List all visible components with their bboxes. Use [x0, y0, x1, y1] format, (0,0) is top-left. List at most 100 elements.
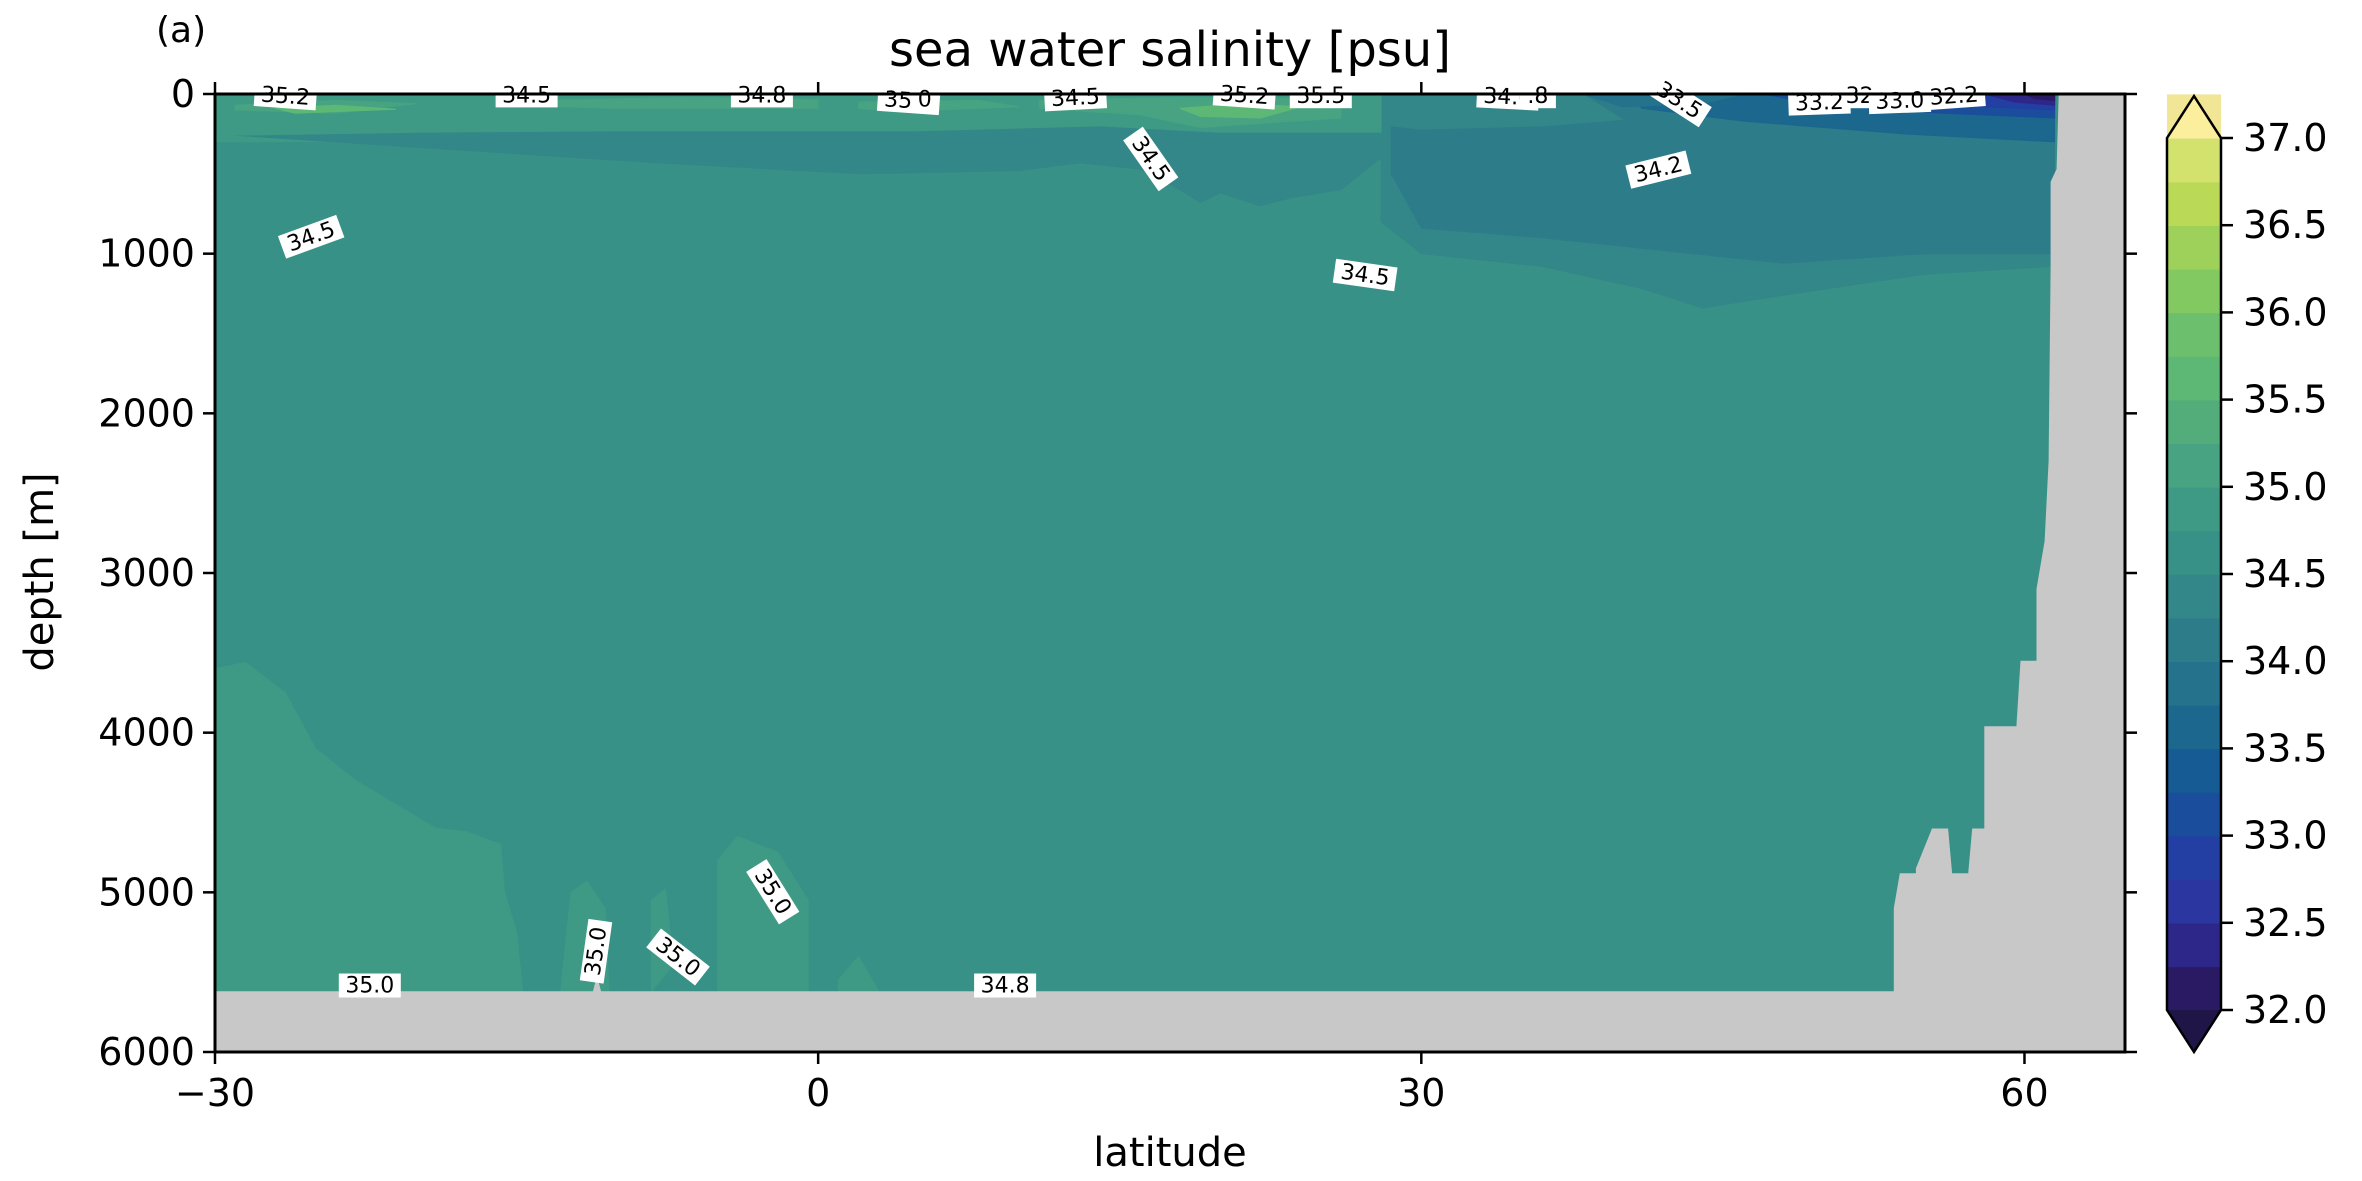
contour-label-bg [1123, 126, 1179, 192]
x-tick-label: −30 [175, 1071, 255, 1115]
salinity-region [1390, 94, 1624, 130]
contour-label-bg [646, 928, 710, 986]
colorbar-segment [2167, 443, 2221, 488]
contour-label-bg [746, 859, 800, 925]
contour-label: 33.2 [1787, 89, 1851, 116]
y-tick-label: 2000 [98, 391, 195, 435]
colorbar-tick-label: 36.0 [2243, 290, 2328, 334]
colorbar-tick-label: 35.5 [2243, 378, 2328, 422]
land-mask [215, 94, 2125, 1052]
contour-label: 34.8 [974, 973, 1037, 999]
salinity-region [215, 661, 524, 992]
x-tick-label: 0 [806, 1071, 830, 1115]
y-tick-label: 0 [171, 72, 195, 116]
contour-label: 34.5 [495, 83, 558, 108]
colorbar-segment [2167, 486, 2221, 532]
colorbar-tick-label: 34.5 [2243, 552, 2328, 596]
colorbar-segment [2167, 312, 2221, 357]
y-tick-label: 4000 [98, 711, 195, 755]
colorbar-segment [2167, 748, 2221, 793]
x-axis-label: latitude [1093, 1130, 1247, 1176]
seafloor-land [215, 94, 2125, 1052]
colorbar-segment [2167, 661, 2221, 706]
contour-label: 0 [913, 87, 937, 112]
contour-label-bg [277, 214, 345, 259]
y-axis-label: depth [m] [17, 472, 63, 672]
colorbar-segment [2167, 225, 2221, 270]
contour-label-bg [1646, 73, 1712, 128]
colorbar-segment [2167, 356, 2221, 401]
contour-label-bg [1787, 89, 1851, 116]
colorbar-segment [2167, 922, 2221, 968]
contour-label-text: 32.2 [1929, 83, 1980, 111]
salinity-field [215, 94, 2125, 1052]
salinity-region [2024, 94, 2056, 101]
colorbar-tick-label: 32.5 [2243, 901, 2328, 945]
colorbar-segment [2167, 138, 2221, 183]
colorbar-segment [2167, 792, 2221, 837]
contour-label-bg [1519, 84, 1556, 109]
contour-label: 34.8 [730, 83, 793, 108]
axes: −30 0 30 60 0 1000 2000 3000 4000 5000 6000 [98, 72, 2137, 1115]
colorbar-tick-label: 37.0 [2243, 116, 2328, 160]
x-tick-label: 30 [1397, 1071, 1445, 1115]
contour-label: 35.5 [1289, 84, 1352, 109]
contour-label-text: 34.5 [502, 83, 551, 108]
contour-label-bg [974, 973, 1037, 998]
contour-label: 34.5 [1043, 84, 1108, 113]
contour-label: 35.2 [253, 82, 318, 111]
contour-label-text: 34.5 [1050, 85, 1100, 113]
contour-label-text: 35.5 [1296, 84, 1345, 109]
y-tick-label: 5000 [98, 870, 195, 914]
contour-labels: 35.2 34.5 34.8 35.20 34.534.535.2 35.5 34.0.8 3… [253, 73, 1986, 999]
contour-label-bg [1289, 84, 1352, 109]
colorbar-segment [2167, 835, 2221, 880]
colorbar-segment [2167, 268, 2221, 314]
colorbar-segment [2167, 704, 2221, 750]
y-tick-label: 6000 [98, 1030, 195, 1074]
contour-label-text: 0 [918, 87, 932, 112]
colorbar-over-tip [2167, 96, 2221, 138]
x-tick-label: 60 [2000, 1071, 2048, 1115]
contour-label-text: 35.2 [1219, 82, 1270, 110]
contour-label: 33.0 [1868, 87, 1932, 115]
salinity-region [1390, 94, 2056, 264]
contour-label: 35.2 [1212, 81, 1277, 110]
colorbar-segment [2167, 966, 2221, 1011]
colorbar-segment [2167, 574, 2221, 619]
contour-label-bg [579, 918, 613, 984]
contour-label-text: 35.0 [345, 974, 394, 999]
colorbar-tick-label: 32.0 [2243, 988, 2328, 1032]
contour-label-text: 34.8 [981, 974, 1030, 999]
contour-label-bg [253, 82, 318, 111]
y-tick-label: 3000 [98, 551, 195, 595]
colorbar-tick-label: 34.0 [2243, 639, 2328, 683]
contour-label-bg [1922, 82, 1986, 111]
colorbar-tick-label: 33.5 [2243, 726, 2328, 770]
contour-label-text: 34.8 [737, 83, 786, 108]
colorbar-segment [2167, 617, 2221, 662]
colorbar-tick-label: 33.0 [2243, 814, 2328, 858]
contour-label-text: 35.2 [260, 83, 311, 111]
contour-label-text: 33.0 [1875, 88, 1925, 115]
contour-label-text: .8 [1527, 84, 1548, 109]
panel-tag: (a) [156, 10, 207, 51]
colorbar-segment [2167, 181, 2221, 226]
colorbar-tick-label: 35.0 [2243, 465, 2328, 509]
y-tick-label: 1000 [98, 232, 195, 276]
contour-label-bg [338, 973, 401, 998]
contour-label: 35.0 [746, 859, 800, 925]
contour-label: 32.2 [1922, 82, 1986, 111]
chart-title: sea water salinity [psu] [889, 22, 1451, 78]
colorbar-tick-label: 36.5 [2243, 203, 2328, 247]
colorbar: 32.0 32.5 33.0 33.5 34.0 34.5 35.0 35.5 36.0 36.5… [2165, 93, 2328, 1055]
contour-label: 35.0 [338, 973, 401, 999]
colorbar-segment [2167, 879, 2221, 924]
contour-label-bg [1043, 84, 1108, 112]
contour-label-bg [1332, 258, 1398, 292]
colorbar-segment [2167, 399, 2221, 444]
contour-label: .8 [1519, 84, 1556, 109]
contour-label-bg [1625, 150, 1692, 189]
